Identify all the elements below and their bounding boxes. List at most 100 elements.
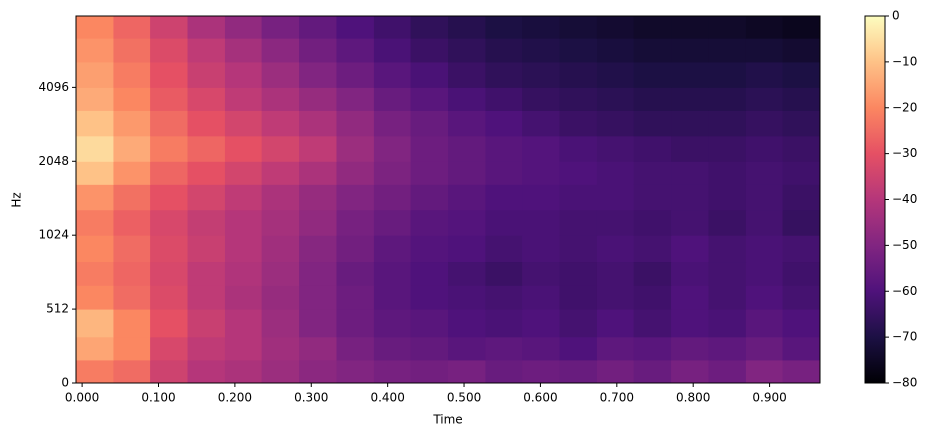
heatmap-cell (522, 309, 561, 338)
heatmap-cell (76, 336, 114, 361)
heatmap-cell (596, 261, 635, 286)
heatmap-cell (299, 38, 337, 63)
heatmap-cell (633, 38, 672, 63)
heatmap-cell (224, 309, 263, 338)
heatmap-cell (671, 285, 709, 310)
heatmap-cell (745, 184, 784, 211)
heatmap-cell (150, 61, 189, 88)
heatmap-cell (633, 336, 672, 361)
heatmap-cell (708, 209, 747, 236)
heatmap-cell (187, 184, 226, 211)
heatmap-cell (410, 61, 449, 88)
heatmap-cell (671, 61, 709, 88)
heatmap-cell (261, 209, 300, 236)
heatmap-cell (708, 161, 747, 185)
x-tick-label: 0.000 (65, 391, 99, 405)
heatmap-cell (150, 309, 189, 338)
heatmap-cell (745, 359, 784, 384)
heatmap-cell (559, 16, 598, 39)
heatmap-cell (336, 184, 375, 211)
heatmap-cell (187, 110, 226, 137)
heatmap-cell (596, 309, 635, 338)
heatmap-cell (559, 359, 598, 384)
heatmap-cell (410, 161, 449, 185)
heatmap-cell (299, 61, 337, 88)
heatmap-cell (559, 309, 598, 338)
x-tick-label: 0.700 (600, 391, 634, 405)
heatmap-cell (448, 87, 486, 111)
heatmap-cell (187, 285, 226, 310)
heatmap-cell (410, 184, 449, 211)
heatmap-cell (745, 87, 784, 111)
heatmap-cell (187, 16, 226, 39)
colorbar-tick-label: −10 (892, 54, 917, 68)
heatmap-cell (224, 336, 263, 361)
heatmap-cell (745, 209, 784, 236)
heatmap-cell (373, 261, 412, 286)
heatmap-cell (708, 38, 747, 63)
heatmap-cell (559, 87, 598, 111)
heatmap-cell (633, 184, 672, 211)
heatmap-cell (150, 209, 189, 236)
heatmap-cell (485, 16, 523, 39)
heatmap-cell (187, 235, 226, 263)
heatmap-cell (485, 209, 523, 236)
heatmap-cell (150, 336, 189, 361)
heatmap-cell (261, 261, 300, 286)
heatmap-cell (261, 61, 300, 88)
heatmap-cell (485, 359, 523, 384)
heatmap-cell (224, 87, 263, 111)
heatmap-cell (448, 16, 486, 39)
heatmap-cell (671, 309, 709, 338)
heatmap-cell (373, 336, 412, 361)
heatmap-cell (373, 184, 412, 211)
heatmap-cell (708, 235, 747, 263)
heatmap-cell (150, 235, 189, 263)
heatmap-cell (336, 110, 375, 137)
heatmap-cell (745, 110, 784, 137)
heatmap-cell (559, 235, 598, 263)
heatmap-cell (224, 359, 263, 384)
heatmap-cell (671, 235, 709, 263)
heatmap-cell (150, 261, 189, 286)
heatmap-cell (782, 235, 821, 263)
heatmap-cell (633, 61, 672, 88)
heatmap-cell (224, 61, 263, 88)
heatmap-cell (633, 285, 672, 310)
heatmap-cell (299, 336, 337, 361)
heatmap-cell (633, 110, 672, 137)
heatmap-cell (522, 110, 561, 137)
heatmap-cell (113, 209, 151, 236)
heatmap-cell (299, 285, 337, 310)
heatmap-cell (187, 309, 226, 338)
heatmap-cell (448, 184, 486, 211)
heatmap-cell (76, 285, 114, 310)
heatmap-cell (224, 184, 263, 211)
heatmap-cell (224, 110, 263, 137)
heatmap-cell (633, 161, 672, 185)
heatmap-cell (261, 235, 300, 263)
heatmap-cell (76, 184, 114, 211)
heatmap-cell (76, 87, 114, 111)
heatmap-cell (336, 16, 375, 39)
heatmap-cell (373, 61, 412, 88)
heatmap-cell (485, 87, 523, 111)
heatmap-cell (522, 87, 561, 111)
heatmap-cell (410, 87, 449, 111)
heatmap-cell (522, 359, 561, 384)
heatmap-cell (76, 16, 114, 39)
heatmap-cell (671, 110, 709, 137)
heatmap-cell (373, 209, 412, 236)
heatmap-cell (745, 161, 784, 185)
heatmap-cell (448, 235, 486, 263)
heatmap-cell (708, 184, 747, 211)
heatmap-cell (596, 87, 635, 111)
heatmap-cell (782, 110, 821, 137)
heatmap-cell (782, 38, 821, 63)
heatmap-cell (448, 359, 486, 384)
heatmap-cell (633, 135, 672, 162)
heatmap-cell (745, 285, 784, 310)
x-tick-label: 0.400 (370, 391, 404, 405)
colorbar-tick-label: −30 (892, 146, 917, 160)
heatmap-cell (633, 309, 672, 338)
